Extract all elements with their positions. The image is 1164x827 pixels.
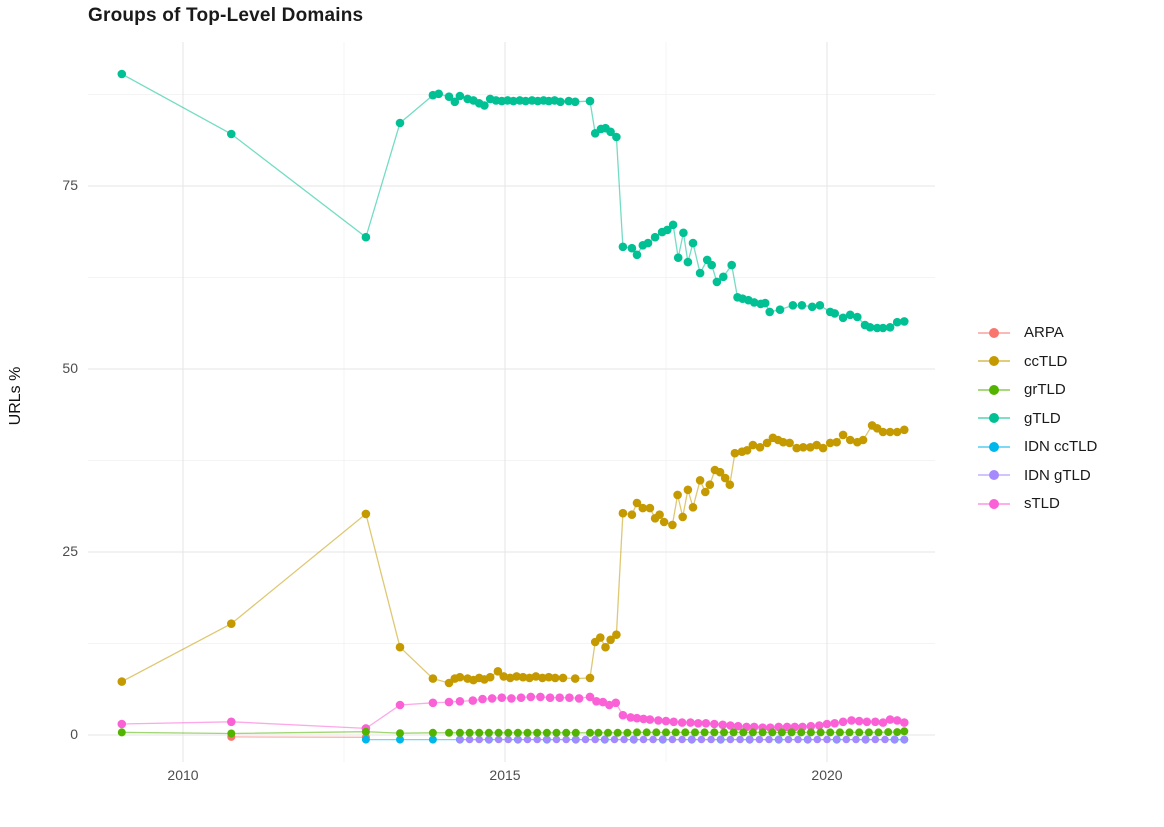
series-gtld xyxy=(117,69,909,333)
legend-key-icon xyxy=(978,498,1010,509)
series-stld xyxy=(117,692,909,733)
legend-label: IDN gTLD xyxy=(1024,466,1091,484)
legend: ARPA ccTLD grTLD gTLD IDN ccTLD IDN gTLD sTLD xyxy=(976,322,1097,522)
legend-key-icon xyxy=(978,470,1010,480)
y-axis-title: URLs % xyxy=(7,366,24,426)
y-tick-label: 75 xyxy=(62,177,78,193)
legend-label: grTLD xyxy=(1024,381,1066,398)
y-tick-label: 0 xyxy=(70,726,78,742)
x-tick-label: 2015 xyxy=(489,767,521,783)
legend-key-icon xyxy=(978,356,1010,366)
legend-item-gtld: gTLD xyxy=(976,408,1097,429)
x-tick-label: 2020 xyxy=(811,767,843,783)
legend-item-idn-gtld: IDN gTLD xyxy=(976,465,1097,486)
legend-item-arpa: ARPA xyxy=(976,322,1097,343)
chart-title: Groups of Top-Level Domains xyxy=(88,5,364,26)
legend-label: ccTLD xyxy=(1024,352,1068,370)
legend-item-cctld: ccTLD xyxy=(976,351,1097,372)
legend-label: gTLD xyxy=(1024,409,1061,427)
legend-label: IDN ccTLD xyxy=(1024,438,1098,455)
legend-label: ARPA xyxy=(1024,324,1064,341)
y-tick-label: 25 xyxy=(62,543,78,559)
legend-item-stld: sTLD xyxy=(976,493,1097,514)
legend-key-icon xyxy=(978,327,1010,338)
legend-label: sTLD xyxy=(1024,495,1060,512)
series-cctld xyxy=(117,421,909,688)
legend-key-icon xyxy=(978,413,1010,423)
legend-item-idn-cctld: IDN ccTLD xyxy=(976,436,1097,457)
y-tick-label: 50 xyxy=(62,360,78,376)
legend-key-icon xyxy=(978,441,1010,452)
legend-key-icon xyxy=(978,384,1010,395)
x-tick-label: 2010 xyxy=(167,767,199,783)
series-idn-gtld xyxy=(456,735,909,744)
series-grtld xyxy=(117,727,909,738)
series-arpa xyxy=(227,732,370,742)
legend-item-grtld: grTLD xyxy=(976,379,1097,400)
